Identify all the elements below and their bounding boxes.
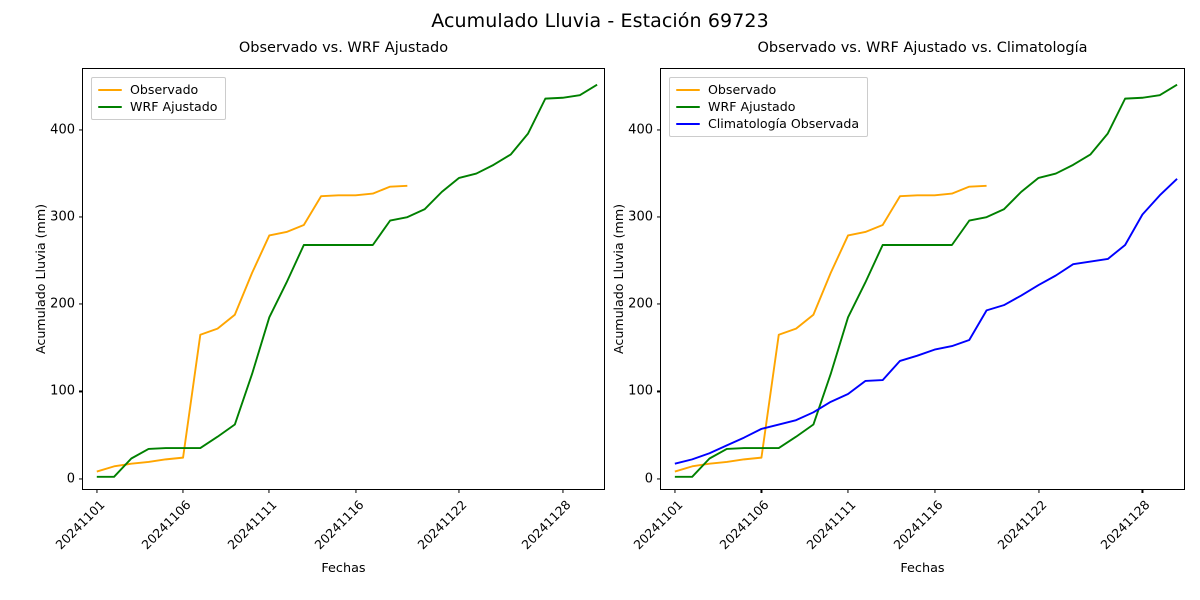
y-tick-label: 100 xyxy=(628,383,653,399)
y-tick-label: 300 xyxy=(628,209,653,225)
series-line-wrf_ajustado xyxy=(97,85,597,477)
x-tick-mark xyxy=(355,489,357,493)
figure-title: Acumulado Lluvia - Estación 69723 xyxy=(431,10,769,32)
x-tick-label: 20241116 xyxy=(310,497,367,553)
panel-right: Observado vs. WRF Ajustado vs. Climatolo… xyxy=(611,40,1185,576)
x-tick-mark xyxy=(562,489,564,493)
panel-left-title: Observado vs. WRF Ajustado xyxy=(238,40,449,56)
y-tick-label: 0 xyxy=(66,471,75,487)
legend-label: WRF Ajustado xyxy=(708,99,796,114)
plot-axes-left[interactable]: Observado WRF Ajustado Acumulado Lluvia (… xyxy=(33,68,605,576)
legend-item[interactable]: WRF Ajustado xyxy=(676,100,859,114)
x-tick-mark xyxy=(96,489,98,493)
x-tick-label: 20241111 xyxy=(803,497,859,553)
plot-lines-right xyxy=(661,69,1184,489)
legend-right[interactable]: Observado WRF Ajustado Climatología Observ… xyxy=(669,77,869,137)
x-axis-label-right: Fechas xyxy=(900,561,945,576)
x-tick-mark xyxy=(268,489,270,493)
x-tick-mark xyxy=(934,489,936,493)
series-line-climatologia_observada xyxy=(675,179,1177,464)
x-tick-label: 20241106 xyxy=(138,497,194,553)
x-tick-mark xyxy=(1037,489,1040,493)
y-axis-label-right: Acumulado Lluvia (mm) xyxy=(611,204,626,354)
y-axis-label-left: Acumulado Lluvia (mm) xyxy=(33,204,48,354)
legend-item[interactable]: Climatología Observada xyxy=(676,117,859,131)
plot-lines-left xyxy=(83,69,604,489)
legend-label: Climatología Observada xyxy=(708,116,860,131)
series-line-observado xyxy=(97,186,408,472)
y-tick-mark xyxy=(657,216,661,218)
legend-label: WRF Ajustado xyxy=(130,99,218,114)
y-tick-label: 200 xyxy=(50,296,75,312)
legend-swatch-icon xyxy=(98,88,122,92)
x-tick-label: 20241122 xyxy=(993,497,1050,553)
legend-item[interactable]: Observado xyxy=(98,83,217,97)
x-tick-label: 20241101 xyxy=(630,497,686,553)
x-tick-label: 20241101 xyxy=(52,497,108,553)
legend-swatch-icon xyxy=(98,105,122,109)
y-tick-mark xyxy=(79,216,83,218)
legend-item[interactable]: WRF Ajustado xyxy=(98,100,217,114)
y-tick-label: 300 xyxy=(50,209,75,225)
y-tick-label: 0 xyxy=(644,471,653,487)
x-tick-mark xyxy=(182,489,184,493)
x-tick-label: 20241128 xyxy=(1097,497,1154,553)
panel-right-title: Observado vs. WRF Ajustado vs. Climatolo… xyxy=(757,40,1088,56)
y-tick-mark xyxy=(657,477,661,480)
legend-label: Observado xyxy=(708,82,777,97)
legend-swatch-icon xyxy=(676,88,700,92)
y-tick-label: 200 xyxy=(628,296,653,312)
x-tick-mark xyxy=(760,489,762,493)
x-tick-label: 20241116 xyxy=(890,497,946,553)
plot-axes-right[interactable]: Observado WRF Ajustado Climatología Observ… xyxy=(611,68,1185,576)
x-tick-label: 20241122 xyxy=(414,497,470,553)
legend-item[interactable]: Observado xyxy=(676,83,859,97)
legend-swatch-icon xyxy=(676,105,700,109)
legend-left[interactable]: Observado WRF Ajustado xyxy=(91,77,227,120)
y-tick-mark xyxy=(79,303,83,305)
series-line-wrf_ajustado xyxy=(675,85,1177,477)
x-tick-label: 20241111 xyxy=(224,497,280,553)
y-tick-label: 400 xyxy=(50,122,75,138)
y-tick-mark xyxy=(79,129,83,131)
y-tick-mark xyxy=(79,477,83,480)
y-tick-label: 100 xyxy=(50,383,75,399)
x-tick-mark xyxy=(847,489,849,493)
legend-swatch-icon xyxy=(676,122,700,126)
x-tick-mark xyxy=(674,489,676,493)
y-tick-mark xyxy=(657,129,661,131)
legend-label: Observado xyxy=(130,82,199,97)
y-tick-mark xyxy=(657,303,661,305)
x-axis-label-left: Fechas xyxy=(321,561,366,576)
x-tick-label: 20241128 xyxy=(517,497,574,553)
y-tick-mark xyxy=(79,390,83,392)
y-tick-label: 400 xyxy=(628,122,653,138)
y-tick-mark xyxy=(657,390,661,392)
x-tick-mark xyxy=(458,489,460,493)
series-line-observado xyxy=(675,186,987,472)
x-tick-label: 20241106 xyxy=(716,497,773,553)
panel-left: Observado vs. WRF Ajustado Observado WRF … xyxy=(33,40,605,576)
x-tick-mark xyxy=(1141,489,1143,493)
